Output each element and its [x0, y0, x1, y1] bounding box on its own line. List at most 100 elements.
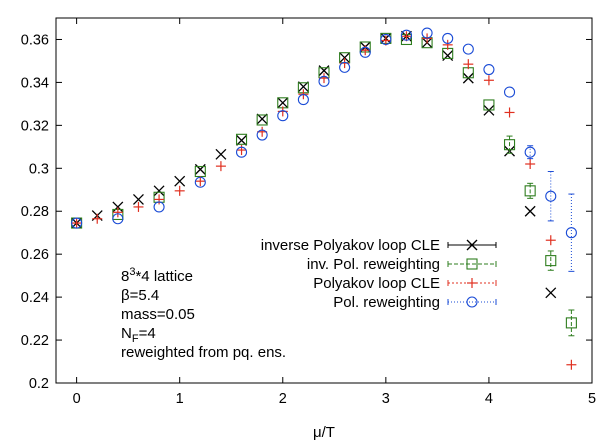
data-point — [483, 75, 494, 86]
data-point — [380, 33, 392, 46]
marker-stroke — [545, 287, 557, 299]
annotation-mass: mass=0.05 — [121, 306, 195, 323]
data-point — [235, 133, 248, 145]
annotation-lattice: 83*4 lattice — [121, 266, 193, 285]
data-point — [442, 50, 454, 62]
data-point — [566, 359, 577, 370]
plot-frame — [55, 17, 593, 384]
data-point — [421, 27, 433, 39]
legend: inverse Polyakov loop CLE inv. Pol. rewei… — [261, 237, 497, 311]
data-point — [277, 97, 289, 109]
x-tick-label: 1 — [176, 391, 184, 407]
data-point — [565, 317, 577, 329]
marker-stroke — [524, 205, 536, 217]
annotation-nf: NF=4 — [121, 325, 156, 345]
error-bar — [527, 145, 534, 160]
data-point — [256, 113, 268, 125]
y-tick-label: 0.2 — [29, 376, 49, 392]
data-point — [462, 43, 474, 55]
data-point — [297, 94, 309, 106]
error-bar — [568, 193, 575, 272]
data-point — [503, 86, 516, 98]
marker-stroke — [153, 185, 165, 197]
data-point — [565, 227, 577, 239]
data-point — [256, 114, 268, 126]
y-tick-label: 0.36 — [21, 32, 49, 48]
data-point — [545, 235, 556, 246]
data-point — [236, 134, 247, 146]
marker-stroke — [215, 148, 227, 160]
y-tick-label: 0.3 — [29, 161, 49, 177]
data-point — [215, 148, 227, 160]
data-point — [442, 39, 453, 50]
marker-stroke — [297, 81, 309, 93]
data-point — [92, 213, 103, 224]
legend-entry-3: Polyakov loop CLE — [313, 275, 497, 292]
error-bar — [568, 309, 575, 337]
legend-marker — [466, 296, 478, 308]
series-4 — [71, 27, 577, 272]
data-point — [339, 61, 351, 73]
data-point — [112, 213, 124, 225]
data-point — [525, 159, 536, 169]
x-tick-label: 2 — [279, 391, 287, 407]
series-layer — [71, 27, 577, 370]
legend-label: inverse Polyakov loop CLE — [261, 237, 440, 254]
data-point — [504, 107, 515, 118]
data-point — [112, 201, 124, 213]
data-point — [153, 201, 165, 213]
marker-stroke — [174, 175, 186, 187]
annotation-reweighted: reweighted from pq. ens. — [121, 344, 286, 361]
data-point — [133, 201, 144, 212]
legend-entry-2: inv. Pol. reweighting — [307, 256, 497, 273]
marker-stroke — [339, 52, 351, 64]
x-axis-label: μ/T — [313, 424, 335, 441]
data-point — [71, 218, 82, 229]
data-point — [524, 185, 536, 197]
data-point — [442, 47, 454, 59]
x-tick-label: 3 — [382, 391, 390, 407]
y-tick-label: 0.34 — [21, 75, 49, 91]
data-point — [71, 217, 83, 229]
data-point — [462, 67, 474, 79]
marker-stroke — [112, 201, 124, 213]
data-point — [339, 52, 351, 64]
data-point — [215, 161, 226, 172]
y-tick-label: 0.22 — [21, 333, 49, 349]
data-point — [256, 129, 268, 141]
data-point — [195, 176, 206, 187]
legend-label: inv. Pol. reweighting — [307, 256, 440, 273]
data-point — [133, 193, 144, 205]
data-point — [360, 45, 371, 56]
data-point — [174, 185, 185, 196]
data-point — [503, 139, 516, 151]
legend-label: Polyakov loop CLE — [313, 275, 440, 292]
data-point — [545, 255, 557, 267]
y-tick-label: 0.24 — [21, 290, 49, 306]
data-point — [359, 46, 371, 58]
legend-entry-1: inverse Polyakov loop CLE — [261, 237, 497, 254]
data-point — [483, 63, 495, 76]
data-point — [194, 176, 206, 188]
legend-entry-4: Pol. reweighting — [333, 294, 497, 311]
data-point — [297, 81, 309, 93]
data-point — [401, 31, 412, 42]
data-point — [545, 190, 557, 202]
data-point — [112, 207, 123, 218]
data-point — [524, 205, 536, 217]
marker-stroke — [133, 193, 144, 205]
data-point — [194, 165, 206, 178]
data-point — [400, 29, 413, 41]
data-point — [524, 146, 536, 158]
x-tick-labels: 0 1 2 3 4 5 — [73, 391, 596, 407]
error-bar — [506, 135, 513, 154]
data-point — [174, 175, 186, 187]
marker-stroke — [466, 239, 478, 251]
x-tick-label: 5 — [588, 391, 596, 407]
data-point — [236, 145, 247, 156]
y-tick-label: 0.26 — [21, 247, 49, 263]
data-point — [235, 146, 248, 158]
error-bar — [547, 171, 554, 222]
legend-marker — [466, 258, 478, 270]
data-point — [318, 75, 330, 87]
